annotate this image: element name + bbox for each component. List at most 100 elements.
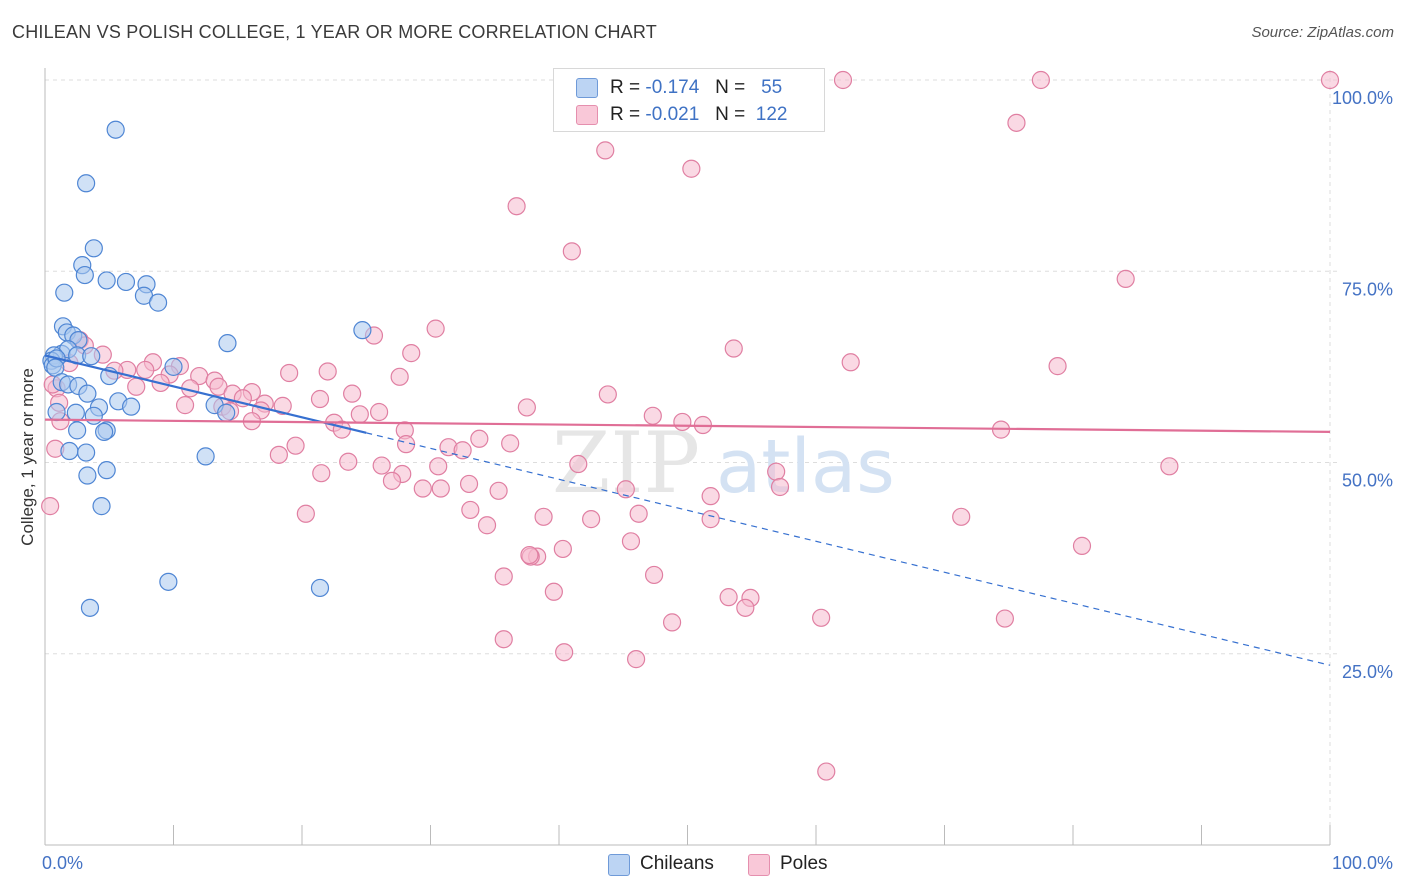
- chileans-point: [217, 403, 236, 422]
- poles-point: [596, 141, 615, 160]
- poles-point: [413, 479, 432, 498]
- y-axis-label: College, 1 year or more: [18, 368, 37, 546]
- chileans-point: [159, 572, 178, 591]
- poles-point: [952, 507, 971, 526]
- source-label: Source: ZipAtlas.com: [1251, 24, 1394, 41]
- chileans-point: [196, 447, 215, 466]
- poles-point: [1320, 70, 1340, 90]
- poles-point: [269, 445, 288, 464]
- poles-point: [1160, 457, 1179, 476]
- poles-point: [553, 539, 572, 559]
- chileans-point: [95, 422, 114, 441]
- poles-point: [629, 504, 648, 523]
- poles-point: [770, 477, 790, 497]
- chileans-point: [47, 402, 66, 422]
- chileans-point: [82, 347, 101, 366]
- legend-r-value-poles: -0.021: [645, 104, 700, 125]
- poles-point: [598, 385, 617, 404]
- chileans-point: [116, 272, 136, 292]
- poles-point: [127, 377, 146, 396]
- poles-point: [544, 582, 563, 601]
- tick-labels: 25.0% 50.0% 75.0% 100.0% 0.0% 100.0%: [42, 88, 1393, 873]
- chileans-point: [84, 239, 103, 258]
- chileans-point: [106, 120, 125, 139]
- poles-point: [310, 389, 330, 409]
- chileans-point: [78, 384, 97, 403]
- poles-point: [318, 362, 337, 381]
- poles-point: [569, 454, 588, 474]
- poles-point: [453, 441, 472, 460]
- bottom-label-poles: Poles: [780, 853, 828, 874]
- x-tick-label-end: 100.0%: [1332, 853, 1393, 873]
- poles-point: [812, 608, 831, 627]
- legend-r-label-poles: R =: [610, 104, 641, 125]
- chileans-point: [80, 598, 100, 617]
- poles-point: [339, 452, 358, 471]
- chileans-trendline-dashed: [366, 432, 1331, 666]
- poles-point: [390, 367, 409, 386]
- y-tick-label: 100.0%: [1332, 88, 1393, 108]
- legend-swatch-poles: [576, 105, 598, 125]
- poles-point: [833, 70, 853, 90]
- chileans-point: [75, 265, 94, 285]
- poles-point: [841, 353, 860, 372]
- legend-r-label-chileans: R =: [610, 77, 641, 98]
- chileans-point: [97, 461, 116, 480]
- bottom-swatch-chileans: [608, 854, 630, 876]
- chileans-point: [218, 334, 237, 353]
- legend-n-label-poles: N =: [715, 104, 746, 125]
- poles-points: [41, 70, 1340, 781]
- y-tick-label: 25.0%: [1342, 662, 1393, 682]
- grid-lines: [45, 70, 1340, 845]
- chileans-point: [77, 443, 96, 462]
- poles-point: [426, 319, 445, 338]
- legend: R = -0.174 N = 55 R = -0.021 N = 122: [553, 68, 825, 132]
- chileans-point: [77, 174, 96, 193]
- bottom-swatch-poles: [748, 854, 770, 876]
- x-tick-label-start: 0.0%: [42, 853, 83, 873]
- poles-point: [461, 500, 480, 520]
- poles-trendline: [44, 418, 1331, 433]
- poles-point: [1031, 70, 1050, 90]
- poles-point: [332, 420, 351, 439]
- chileans-point: [60, 441, 79, 461]
- poles-point: [644, 565, 664, 585]
- poles-point: [372, 456, 391, 475]
- bottom-label-chileans: Chileans: [640, 853, 714, 874]
- watermark-atlas: atlas: [716, 424, 895, 510]
- chileans-point: [84, 406, 103, 425]
- poles-point: [582, 510, 601, 529]
- poles-point: [494, 567, 513, 586]
- chileans-point: [66, 403, 85, 422]
- chileans-point: [78, 466, 97, 485]
- poles-point: [517, 398, 536, 417]
- axes: [44, 68, 1331, 846]
- poles-point: [767, 462, 786, 481]
- poles-point: [701, 487, 720, 506]
- poles-point: [562, 242, 581, 261]
- poles-point: [280, 363, 299, 383]
- poles-point: [343, 384, 362, 403]
- poles-point: [1007, 113, 1026, 132]
- poles-point: [719, 588, 738, 607]
- poles-point: [494, 630, 513, 649]
- trendlines: [44, 354, 1331, 666]
- poles-point: [459, 474, 479, 494]
- chileans-point: [353, 321, 372, 340]
- poles-point: [175, 396, 195, 415]
- poles-point: [616, 480, 635, 499]
- chileans-point: [164, 357, 183, 376]
- poles-point: [1116, 269, 1135, 288]
- legend-n-label-chileans: N =: [715, 77, 746, 98]
- poles-point: [273, 396, 292, 415]
- poles-point: [41, 497, 60, 516]
- chileans-point: [310, 578, 330, 598]
- poles-point: [1048, 357, 1067, 376]
- chart-title: CHILEAN VS POLISH COLLEGE, 1 YEAR OR MOR…: [12, 22, 657, 42]
- poles-point: [429, 457, 448, 476]
- poles-point: [520, 545, 539, 565]
- legend-n-value-chileans: 55: [761, 77, 783, 98]
- poles-point: [555, 643, 574, 662]
- chileans-point: [97, 271, 116, 290]
- chileans-point: [55, 283, 74, 302]
